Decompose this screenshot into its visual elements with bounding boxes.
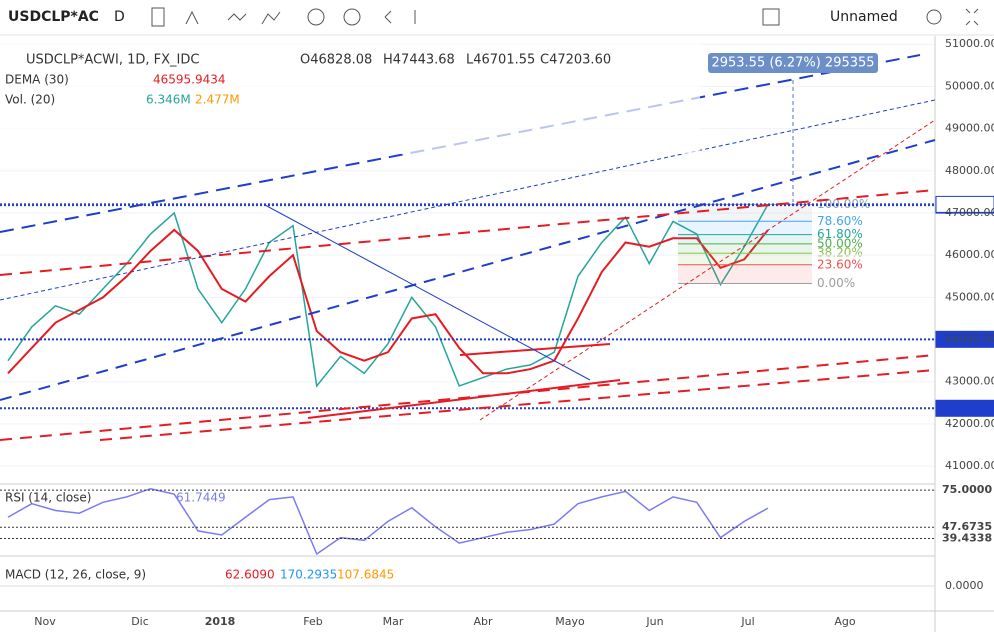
fib-zone (678, 234, 812, 244)
y-tick-label: 42000.00 (945, 417, 994, 430)
y-tick-label: 46000.00 (945, 248, 994, 261)
legend-rsi-value: 61.7449 (176, 491, 226, 505)
layout-name[interactable]: Unnamed (830, 9, 898, 25)
legend-macd-hist: 107.6845 (337, 568, 394, 582)
price-tag-bg (935, 195, 994, 213)
toolbar (0, 0, 994, 35)
fib-label: 61.80% (817, 227, 863, 241)
fib-zone (678, 253, 812, 265)
x-tick-label: Mayo (555, 615, 585, 628)
legend-high: H47443.68 (383, 53, 455, 68)
trend-lines (0, 54, 936, 441)
interval[interactable]: D (114, 9, 125, 25)
y-tick-label: 50000.00 (945, 79, 994, 92)
rsi-tick-label: 39.4338 (942, 531, 992, 544)
y-tick-label: 47000.00 (945, 206, 994, 219)
price-tag-bg (935, 330, 994, 348)
x-tick-label: 2018 (205, 615, 236, 628)
fib-label: 78.60% (817, 214, 863, 228)
y-tick-label: 48000.00 (945, 164, 994, 177)
rsi-line (7, 487, 769, 556)
x-tick-label: Ago (834, 615, 856, 628)
x-tick-label: Dic (131, 615, 149, 628)
legend-macd-value: 62.6090 (225, 568, 275, 582)
legend-dema: DEMA (30) (5, 73, 69, 87)
legend-dema-value: 46595.9434 (153, 73, 226, 87)
x-tick-label: Jul (740, 615, 754, 628)
x-tick-label: Abr (473, 615, 493, 628)
fib-label: 23.60% (817, 257, 863, 271)
legend-rsi: RSI (14, close) (5, 491, 91, 505)
legend-macd-signal: 170.2935 (280, 568, 337, 582)
y-tick-label: 51000.00 (945, 37, 994, 50)
legend-bg (0, 44, 700, 154)
price-line (7, 204, 769, 388)
fib-zone (678, 264, 812, 284)
legend-vol-value: 6.346M (146, 93, 191, 107)
x-tick-label: Mar (383, 615, 404, 628)
y-tick-label: 43000.00 (945, 375, 994, 388)
fib-label: 100.00% (817, 197, 870, 211)
legend-low: L46701.55 (466, 53, 535, 68)
symbol[interactable]: USDCLP*AC (8, 9, 99, 25)
x-tick-label: Jun (645, 615, 663, 628)
price-line (7, 228, 769, 375)
rsi-tick-label: 75.0000 (942, 483, 992, 496)
fib-zone (678, 243, 812, 254)
rsi-tick-label: 47.6735 (942, 520, 992, 533)
measure-label: 2953.55 (6.27%) 295355 (711, 56, 874, 71)
y-tick-label: 41000.00 (945, 459, 994, 472)
fib-label: 38.20% (817, 246, 863, 260)
legend-close: C47203.60 (540, 53, 611, 68)
legend-title: USDCLP*ACWI, 1D, FX_IDC (26, 53, 199, 68)
toolbar-icons[interactable] (151, 7, 979, 27)
y-tick-label: 45000.00 (945, 290, 994, 303)
price-tag-bg (935, 399, 994, 417)
measure-box (708, 53, 878, 73)
fib-zone (678, 221, 812, 235)
fib-label: 0.00% (817, 276, 855, 290)
x-tick-label: Nov (34, 615, 56, 628)
macd-tick-label: 0.0000 (945, 579, 984, 592)
legend-macd: MACD (12, 26, close, 9) (5, 568, 146, 582)
fib-zone (678, 204, 812, 222)
y-tick-label: 44000.00 (945, 333, 994, 346)
legend-open: O46828.08 (300, 53, 372, 68)
fib-label: 50.00% (817, 236, 863, 250)
legend-vol-ma: 2.477M (195, 93, 240, 107)
y-tick-label: 49000.00 (945, 122, 994, 135)
legend-vol: Vol. (20) (5, 93, 55, 107)
x-tick-label: Feb (303, 615, 322, 628)
